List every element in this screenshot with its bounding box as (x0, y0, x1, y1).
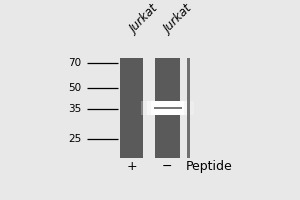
Text: Jurkat: Jurkat (128, 3, 162, 36)
Bar (155, 58, 181, 158)
Text: Jurkat: Jurkat (162, 3, 196, 36)
Text: 70: 70 (68, 58, 82, 68)
Text: Peptide: Peptide (186, 160, 233, 173)
Bar (152, 101, 184, 115)
Bar (155, 101, 181, 115)
Text: 25: 25 (68, 134, 82, 144)
Bar (120, 58, 143, 158)
Bar (141, 101, 194, 115)
Text: 50: 50 (68, 83, 82, 93)
Text: 35: 35 (68, 104, 82, 114)
Bar (147, 101, 189, 115)
Bar (154, 107, 182, 109)
Text: −: − (161, 160, 172, 173)
Bar (187, 58, 190, 158)
Text: +: + (126, 160, 137, 173)
